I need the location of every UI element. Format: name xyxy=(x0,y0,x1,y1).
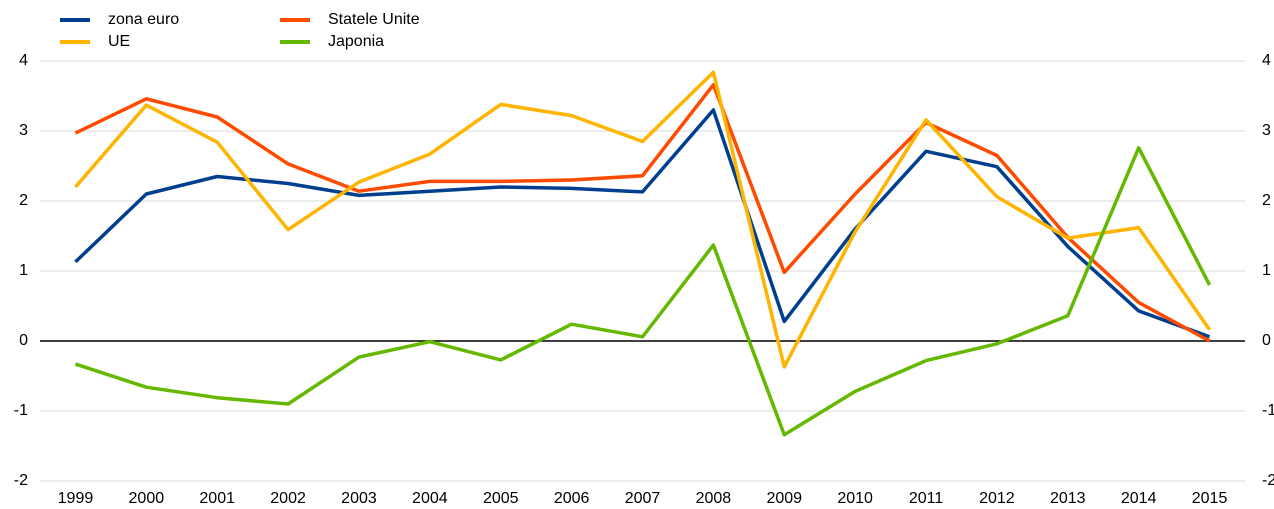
x-tick-label: 2009 xyxy=(766,490,802,507)
x-tick-label: 2003 xyxy=(341,490,377,507)
x-tick-label: 2000 xyxy=(129,490,165,507)
y-tick-label: -2 xyxy=(14,472,28,489)
y-tick-label-right: 2 xyxy=(1262,192,1271,209)
x-tick-label: 1999 xyxy=(58,490,94,507)
series-line xyxy=(74,146,1212,437)
x-tick-label: 2008 xyxy=(696,490,732,507)
x-tick-label: 2011 xyxy=(909,490,944,507)
legend-label: Japonia xyxy=(328,33,384,50)
legend-label: UE xyxy=(108,33,130,50)
y-tick-label: -1 xyxy=(14,402,28,419)
y-tick-label: 3 xyxy=(19,122,28,139)
legend-label: Statele Unite xyxy=(328,11,420,28)
y-tick-label-right: 1 xyxy=(1262,262,1271,279)
y-tick-label-right: -1 xyxy=(1262,402,1274,419)
y-tick-label-right: 4 xyxy=(1262,52,1271,69)
y-tick-label-right: -2 xyxy=(1262,472,1274,489)
y-tick-label: 4 xyxy=(19,52,28,69)
x-tick-label: 2007 xyxy=(625,490,661,507)
x-tick-label: 2012 xyxy=(979,490,1015,507)
y-tick-label: 0 xyxy=(19,332,28,349)
x-tick-label: 2014 xyxy=(1121,490,1157,507)
x-tick-label: 2006 xyxy=(554,490,590,507)
x-tick-label: 2005 xyxy=(483,490,519,507)
x-tick-label: 2015 xyxy=(1192,490,1228,507)
x-tick-label: 2001 xyxy=(199,490,235,507)
x-tick-label: 2010 xyxy=(837,490,873,507)
legend-label: zona euro xyxy=(108,11,179,28)
series-line xyxy=(74,83,1211,343)
y-tick-label: 2 xyxy=(19,192,28,209)
x-tick-label: 2004 xyxy=(412,490,448,507)
y-tick-label-right: 0 xyxy=(1262,332,1271,349)
y-tick-label-right: 3 xyxy=(1262,122,1271,139)
series-line xyxy=(74,70,1211,369)
x-tick-label: 2013 xyxy=(1050,490,1086,507)
series-line xyxy=(74,108,1211,339)
x-tick-label: 2002 xyxy=(270,490,306,507)
y-tick-label: 1 xyxy=(19,262,28,279)
